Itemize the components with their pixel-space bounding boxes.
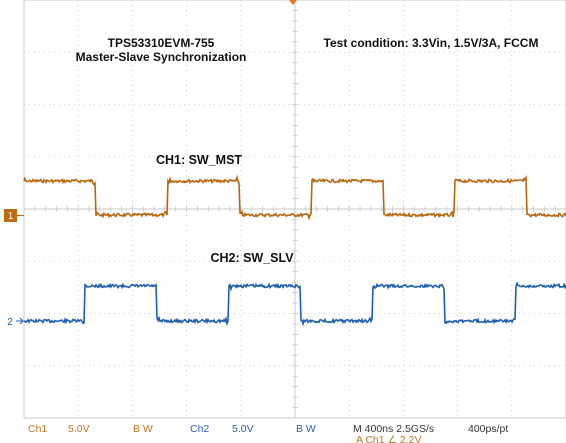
ch2-bandwidth: B W bbox=[296, 423, 316, 435]
trigger-position-marker bbox=[289, 0, 297, 5]
status-bar: Ch1 5.0V B W Ch2 5.0V B W M 400ns 2.5GS/… bbox=[28, 423, 508, 443]
ch1-bandwidth: B W bbox=[133, 423, 153, 435]
ch1-trace bbox=[23, 174, 566, 221]
ch1-annotation: CH1: SW_MST bbox=[156, 153, 242, 167]
ch2-annotation: CH2: SW_SLV bbox=[210, 251, 294, 265]
record-length-readout: 400ps/pt bbox=[468, 423, 508, 435]
ch1-marker-label: 1 bbox=[8, 211, 14, 222]
trigger-readout: A Ch1 ∠ 2.2V bbox=[356, 434, 421, 443]
title-line2: Master-Slave Synchronization bbox=[76, 50, 247, 64]
ch1-name: Ch1 bbox=[28, 423, 47, 435]
ch1-scale: 5.0V bbox=[68, 423, 90, 435]
ch2-marker[interactable]: 2 bbox=[7, 317, 24, 328]
test-condition-label: Test condition: 3.3Vin, 1.5V/3A, FCCM bbox=[324, 36, 539, 50]
ch2-scale: 5.0V bbox=[232, 423, 254, 435]
ch2-trace bbox=[23, 281, 566, 327]
ch2-name: Ch2 bbox=[190, 423, 209, 435]
timebase-readout: M 400ns 2.5GS/s bbox=[353, 423, 434, 435]
graticule-grid bbox=[23, 0, 566, 419]
ch2-marker-label: 2 bbox=[7, 317, 13, 328]
ch1-marker[interactable]: 1 bbox=[4, 209, 24, 222]
title-line1: TPS53310EVM-755 bbox=[108, 36, 215, 50]
